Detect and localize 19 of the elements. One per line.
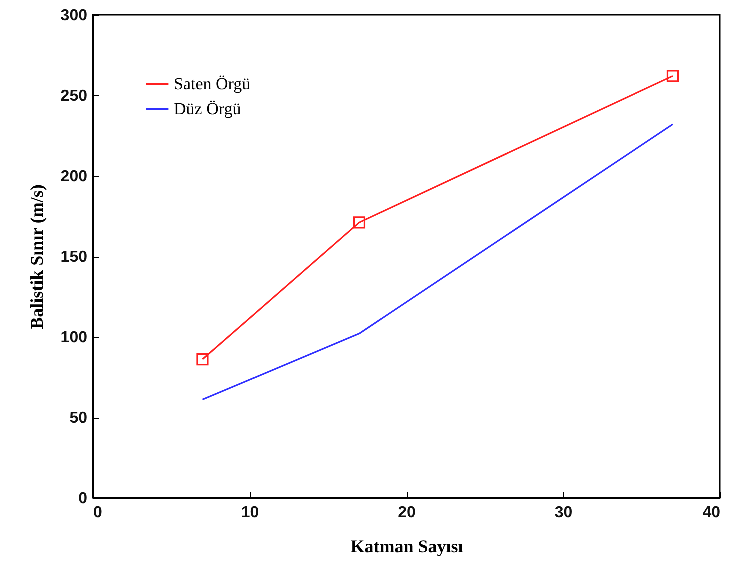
y-tick-label: 300 [60, 8, 88, 24]
point [353, 216, 366, 229]
y-axis-title: Balistik Sınır (m/s) [26, 184, 47, 330]
legend-label: Saten Örgü [174, 74, 252, 94]
x-tick-label: 10 [241, 504, 260, 522]
point [666, 70, 680, 82]
y-tick-label: 250 [60, 88, 88, 105]
y-tick-label: 100 [60, 330, 88, 346]
x-tick-label: 30 [554, 504, 573, 522]
x-tick-label: 40 [702, 504, 721, 522]
y-tick-label: 50 [70, 410, 88, 427]
x-axis-title: Katman Sayısı [350, 536, 464, 556]
y-tick-label: 200 [60, 168, 88, 186]
x-tick-label: 20 [398, 504, 416, 522]
y-tick-label: 0 [78, 490, 88, 508]
x-tick-label: 0 [94, 504, 102, 522]
point [196, 353, 209, 366]
y-tick-label: 150 [60, 249, 88, 266]
legend-label: Düz Örgü [174, 100, 242, 118]
